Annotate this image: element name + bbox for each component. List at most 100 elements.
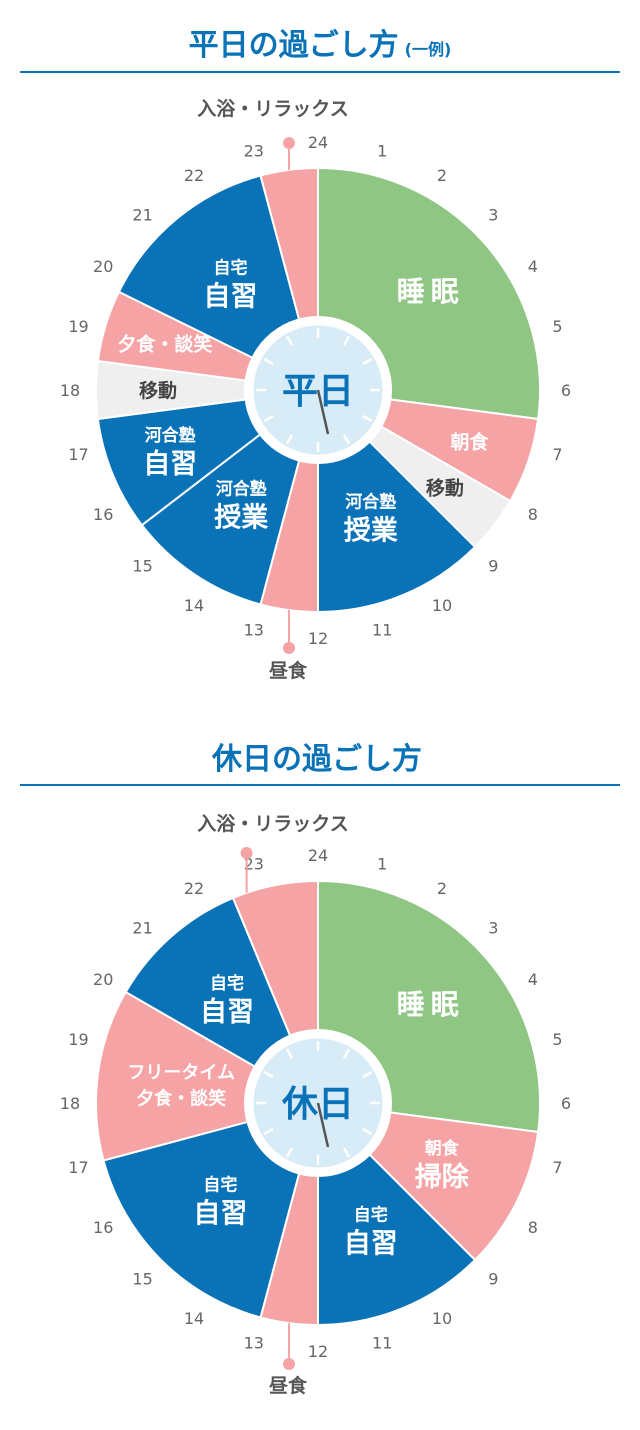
segment-label-line: 夕食・談笑: [117, 333, 212, 356]
hour-label-11: 11: [372, 1334, 392, 1353]
hour-label-1: 1: [377, 855, 387, 874]
hour-label-2: 2: [437, 879, 447, 898]
clock-tick: [362, 414, 373, 423]
hour-label-19: 19: [68, 317, 88, 336]
segment-label-line: 移動: [139, 379, 177, 402]
callout-dot: [283, 642, 295, 654]
clock-tick: [285, 1147, 294, 1158]
segment-label-0: 睡眠: [397, 275, 459, 308]
holiday-schedule-chart: 24 1234567891011121314151617181920212223睡…: [60, 813, 571, 1397]
weekday-schedule-chart: 24 1234567891011121314151617181920212223睡…: [60, 98, 571, 682]
clock-tick: [342, 1147, 351, 1158]
hour-label-14: 14: [184, 1309, 204, 1328]
weekday-title-rule: [20, 71, 620, 73]
hour-label-17: 17: [68, 1158, 88, 1177]
clock-hand: [316, 1102, 330, 1148]
hour-label-20: 20: [93, 970, 113, 989]
hour-label-3: 3: [488, 206, 498, 225]
segment-label-0: 睡眠: [397, 988, 459, 1021]
hour-label-13: 13: [244, 621, 264, 640]
clock-tick: [362, 1070, 373, 1079]
hour-label-11: 11: [372, 621, 392, 640]
clock-tick: [362, 1127, 373, 1136]
hour-label-9: 9: [488, 556, 498, 575]
hour-label-4: 4: [528, 970, 538, 989]
clock-tick: [362, 357, 373, 366]
hour-label-8: 8: [528, 1218, 538, 1237]
callout-label: 昼食: [269, 659, 308, 682]
hour-label-24: 24: [308, 133, 328, 152]
hour-label-7: 7: [552, 445, 562, 464]
hour-label-23: 23: [244, 142, 264, 161]
callout-dot: [283, 1358, 295, 1370]
holiday-title-rule: [20, 784, 620, 786]
hour-label-22: 22: [184, 879, 204, 898]
clock-tick: [342, 1048, 351, 1059]
hour-label-22: 22: [184, 166, 204, 185]
segment-label-line: 移動: [426, 476, 464, 499]
hour-label-18: 18: [60, 381, 80, 400]
hour-label-4: 4: [528, 257, 538, 276]
clock-tick: [342, 434, 351, 445]
weekday-title: 平日の過ごし方 (一例): [0, 26, 640, 70]
hour-label-19: 19: [68, 1030, 88, 1049]
segment-label-line: 授業: [214, 503, 268, 534]
center-label: 平日: [282, 371, 354, 412]
segment-label-line: 夕食・談笑: [136, 1087, 226, 1109]
segment-label-line: フリータイム: [127, 1062, 235, 1083]
hour-label-10: 10: [432, 1309, 452, 1328]
segment-label-7: 移動: [139, 379, 177, 402]
hour-label-3: 3: [488, 919, 498, 938]
segment-label-line: 自習: [200, 996, 254, 1028]
segment-label-line: 河合塾: [145, 425, 196, 446]
weekday-title-text: 平日の過ごし方: [188, 28, 399, 63]
hour-label-16: 16: [93, 505, 113, 524]
holiday-title-text: 休日の過ごし方: [212, 742, 422, 777]
segment-label-line: 掃除: [415, 1161, 470, 1193]
segment-label-line: 河合塾: [216, 479, 267, 500]
hour-label-15: 15: [132, 556, 152, 575]
clock-hand: [316, 389, 330, 435]
callout-label: 昼食: [269, 1374, 308, 1397]
hour-label-12: 12: [308, 1342, 328, 1361]
hour-label-5: 5: [552, 317, 562, 336]
hour-label-21: 21: [132, 206, 152, 225]
hour-label-6: 6: [561, 381, 571, 400]
segment-label-line: 自宅: [214, 257, 248, 278]
segment-label-line: 自宅: [354, 1204, 388, 1225]
hour-label-23: 23: [244, 855, 264, 874]
hour-label-10: 10: [432, 596, 452, 615]
clock-tick: [342, 335, 351, 346]
clock-tick: [263, 1070, 274, 1079]
hour-label-1: 1: [377, 142, 387, 161]
hour-label-12: 12: [308, 629, 328, 648]
segment-label-line: 朝食: [425, 1138, 460, 1159]
hour-label-16: 16: [93, 1218, 113, 1237]
center-label: 休日: [281, 1084, 354, 1125]
callout-dot: [240, 847, 253, 859]
holiday-title: 休日の過ごし方: [0, 740, 640, 784]
clock-tick: [285, 335, 294, 346]
clock-tick: [263, 357, 274, 366]
clock-tick: [285, 434, 294, 445]
hour-label-21: 21: [132, 919, 152, 938]
segment-label-line: 自宅: [203, 1175, 237, 1196]
clock-tick: [263, 414, 274, 423]
hour-label-17: 17: [68, 445, 88, 464]
callout-label: 入浴・リラックス: [197, 813, 348, 835]
segment-wedge-4: [102, 1101, 320, 1319]
segment-label-line: 自習: [344, 1227, 398, 1259]
segment-label-line: 自宅: [210, 973, 244, 994]
segment-label-line: 自習: [204, 280, 258, 312]
hour-label-20: 20: [93, 257, 113, 276]
segment-label-1: 朝食: [450, 430, 489, 453]
hour-label-6: 6: [561, 1094, 571, 1113]
hour-label-7: 7: [552, 1158, 562, 1177]
